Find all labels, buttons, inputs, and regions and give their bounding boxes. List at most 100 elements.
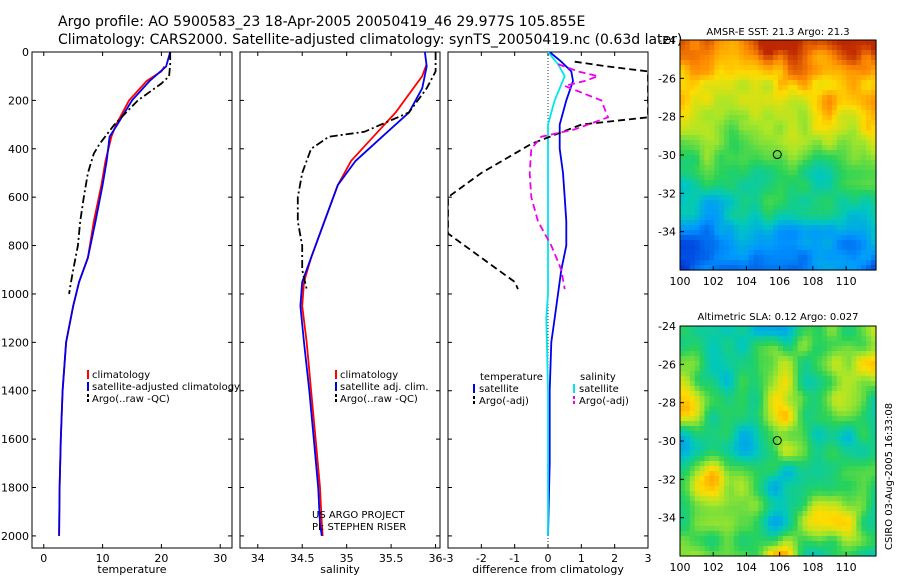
x-tick-label: 102 xyxy=(703,275,724,288)
heatmap-cell xyxy=(851,441,857,447)
heatmap-cell xyxy=(851,361,857,367)
heatmap-cell xyxy=(704,451,710,457)
heatmap-cell xyxy=(709,341,715,347)
heatmap-cell xyxy=(851,155,857,161)
legend-label: Argo(-adj) xyxy=(579,396,629,407)
heatmap-cell xyxy=(866,195,872,201)
heatmap-cell xyxy=(802,401,808,407)
heatmap-cell xyxy=(802,160,808,166)
heatmap-cell xyxy=(782,215,789,221)
heatmap-cell xyxy=(797,180,804,186)
heatmap-cell xyxy=(719,175,725,181)
x-tick-label: 20 xyxy=(154,552,168,565)
heatmap-cell xyxy=(792,175,799,181)
heatmap-cell xyxy=(831,160,838,166)
heatmap-cell xyxy=(841,536,848,542)
heatmap-cell xyxy=(684,150,691,156)
heatmap-cell xyxy=(763,381,769,387)
heatmap-cell xyxy=(792,371,799,377)
heatmap-cell xyxy=(817,451,823,457)
heatmap-cell xyxy=(778,416,784,422)
heatmap-cell xyxy=(812,531,818,537)
heatmap-cell xyxy=(729,140,735,146)
heatmap-cell xyxy=(807,376,813,382)
heatmap-cell xyxy=(797,446,804,452)
heatmap-cell xyxy=(738,265,745,271)
heatmap-cell xyxy=(836,210,843,216)
heatmap-cell xyxy=(841,125,848,131)
heatmap-cell xyxy=(797,225,804,231)
heatmap-cell xyxy=(699,371,706,377)
map-title: AMSR-E SST: 21.3 Argo: 21.3 xyxy=(706,27,849,38)
heatmap-cell xyxy=(827,90,833,96)
heatmap-cell xyxy=(871,135,877,141)
heatmap-cell xyxy=(768,376,774,382)
heatmap-cell xyxy=(743,150,750,156)
heatmap-cell xyxy=(787,361,794,367)
heatmap-cell xyxy=(684,356,691,362)
heatmap-cell xyxy=(773,90,779,96)
heatmap-cell xyxy=(827,60,833,66)
heatmap-cell xyxy=(684,526,691,532)
heatmap-cell xyxy=(856,451,862,457)
heatmap-cell xyxy=(822,205,828,211)
heatmap-cell xyxy=(851,536,857,542)
heatmap-cell xyxy=(743,341,750,347)
heatmap-cell xyxy=(871,180,877,186)
heatmap-cell xyxy=(822,200,828,206)
heatmap-cell xyxy=(846,45,853,51)
heatmap-cell xyxy=(851,70,857,76)
heatmap-cell xyxy=(773,55,779,61)
heatmap-cell xyxy=(738,215,745,221)
heatmap-cell xyxy=(689,371,696,377)
heatmap-cell xyxy=(738,331,745,337)
heatmap-cell xyxy=(778,541,784,547)
heatmap-cell xyxy=(709,115,715,121)
heatmap-cell xyxy=(856,65,862,71)
heatmap-cell xyxy=(836,386,843,392)
heatmap-cell xyxy=(807,170,813,176)
heatmap-cell xyxy=(856,551,862,557)
heatmap-cell xyxy=(699,105,706,111)
heatmap-cell xyxy=(856,245,862,251)
heatmap-cell xyxy=(704,551,710,557)
heatmap-cell xyxy=(743,130,750,136)
heatmap-cell xyxy=(733,250,740,256)
heatmap-cell xyxy=(680,85,686,91)
heatmap-cell xyxy=(802,110,808,116)
heatmap-cell xyxy=(719,361,725,367)
heatmap-cell xyxy=(861,431,867,437)
heatmap-cell xyxy=(680,60,686,66)
heatmap-cell xyxy=(719,170,725,176)
heatmap-cell xyxy=(724,170,730,176)
heatmap-cell xyxy=(748,70,755,76)
heatmap-cell xyxy=(719,346,725,352)
heatmap-cell xyxy=(846,341,853,347)
heatmap-cell xyxy=(866,220,872,226)
heatmap-cell xyxy=(778,65,784,71)
heatmap-cell xyxy=(743,195,750,201)
heatmap-cell xyxy=(817,245,823,251)
heatmap-cell xyxy=(753,531,759,537)
heatmap-cell xyxy=(684,215,691,221)
heatmap-cell xyxy=(827,326,833,332)
heatmap-cell xyxy=(773,190,779,196)
heatmap-cell xyxy=(729,165,735,171)
heatmap-cell xyxy=(841,341,848,347)
heatmap-cell xyxy=(866,441,872,447)
heatmap-cell xyxy=(861,471,867,477)
legend-label: Argo(-adj) xyxy=(479,396,529,407)
heatmap-cell xyxy=(733,531,740,537)
heatmap-cell xyxy=(763,260,769,266)
heatmap-cell xyxy=(729,356,735,362)
heatmap-cell xyxy=(738,356,745,362)
heatmap-cell xyxy=(802,120,808,126)
heatmap-cell xyxy=(680,120,686,126)
heatmap-cell xyxy=(733,40,740,46)
heatmap-cell xyxy=(851,230,857,236)
heatmap-cell xyxy=(831,346,838,352)
heatmap-cell xyxy=(699,195,706,201)
heatmap-cell xyxy=(782,105,789,111)
heatmap-cell xyxy=(773,336,779,342)
heatmap-cell xyxy=(680,341,686,347)
